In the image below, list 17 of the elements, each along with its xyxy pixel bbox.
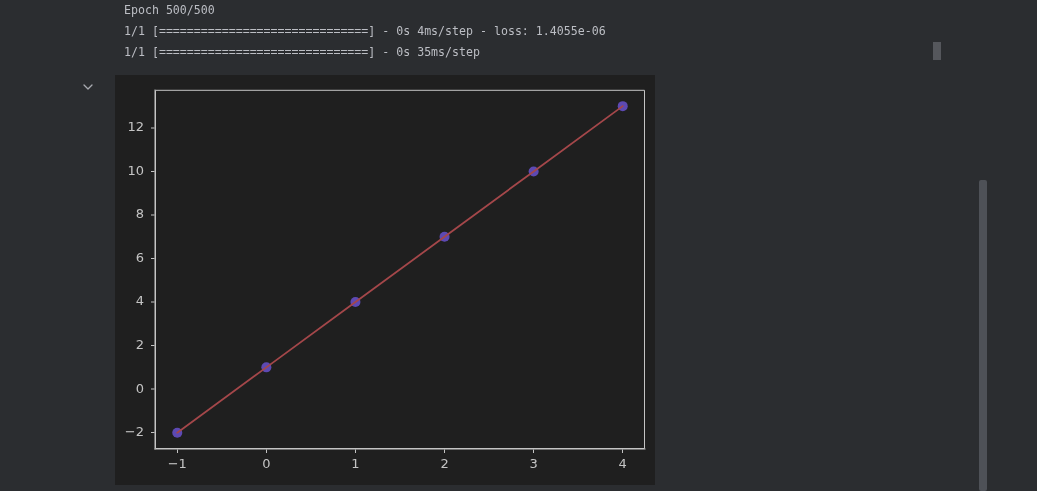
x-tick-label: 1 xyxy=(351,456,360,472)
x-tick-label: −1 xyxy=(167,456,187,472)
text: 1/1 [==============================] - 0s 4ms/step - loss: 1.4055e-06 xyxy=(124,23,606,40)
y-tick-label: 10 xyxy=(127,162,144,178)
x-tick-label: 0 xyxy=(262,456,271,472)
y-tick-label: 2 xyxy=(135,336,144,352)
y-tick-label: 12 xyxy=(127,119,144,135)
text: 1/1 [==============================] - 0s 35ms/step xyxy=(124,44,481,61)
x-tick-label: 4 xyxy=(618,456,627,472)
y-tick-label: −2 xyxy=(124,424,144,440)
y-tick-label: 8 xyxy=(135,206,144,222)
x-tick-label: 3 xyxy=(529,456,538,472)
text: Epoch 500/500 xyxy=(124,2,216,19)
y-tick-label: 0 xyxy=(135,380,144,396)
y-tick-label: 4 xyxy=(135,293,144,309)
y-tick-label: 6 xyxy=(135,249,144,265)
x-tick-label: 2 xyxy=(440,456,449,472)
